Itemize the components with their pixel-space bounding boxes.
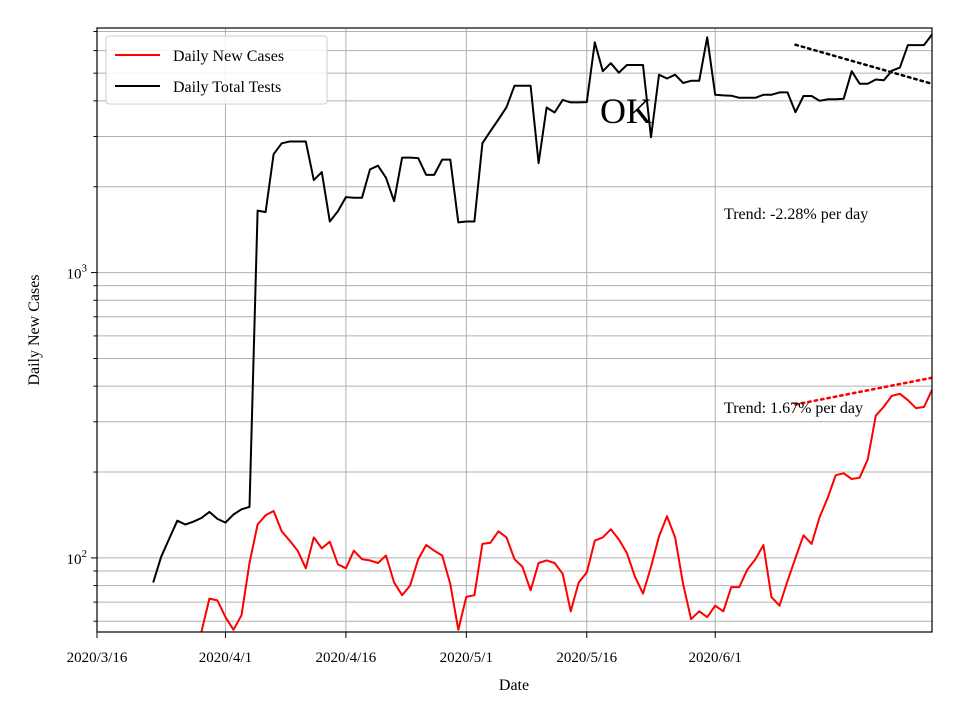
chart-title: OK xyxy=(600,91,652,131)
x-tick-label: 2020/6/1 xyxy=(689,650,742,666)
grid xyxy=(96,28,932,632)
x-tick-label: 2020/3/16 xyxy=(67,650,128,666)
x-tick-label: 2020/5/16 xyxy=(556,650,617,666)
trendline-daily-new-cases xyxy=(794,376,932,406)
y-tick-label: 102 xyxy=(67,548,88,568)
legend: Daily New Cases Daily Total Tests xyxy=(105,35,328,105)
trend-label-tests: Trend: -2.28% per day xyxy=(724,206,868,223)
legend-box xyxy=(105,35,328,105)
plot-lines xyxy=(152,33,932,632)
y-tick-label: 103 xyxy=(67,263,88,283)
series-line-daily-total-tests xyxy=(152,33,932,583)
x-tick-label: 2020/4/16 xyxy=(315,650,376,666)
series-line-daily-new-cases xyxy=(200,388,932,632)
legend-label-cases: Daily New Cases xyxy=(173,48,284,65)
plot-frame xyxy=(96,27,933,633)
x-axis-label: Date xyxy=(499,677,529,694)
x-tick-label: 2020/5/1 xyxy=(440,650,493,666)
trendline-daily-total-tests xyxy=(794,43,932,86)
y-axis-label: Daily New Cases xyxy=(26,274,43,385)
trend-label-cases: Trend: 1.67% per day xyxy=(724,400,863,417)
legend-label-tests: Daily Total Tests xyxy=(173,79,281,96)
ticks: 102 103 2020/3/16 2020/4/1 2020/4/16 2020/5/1… xyxy=(67,30,742,666)
x-tick-label: 2020/4/1 xyxy=(199,650,252,666)
